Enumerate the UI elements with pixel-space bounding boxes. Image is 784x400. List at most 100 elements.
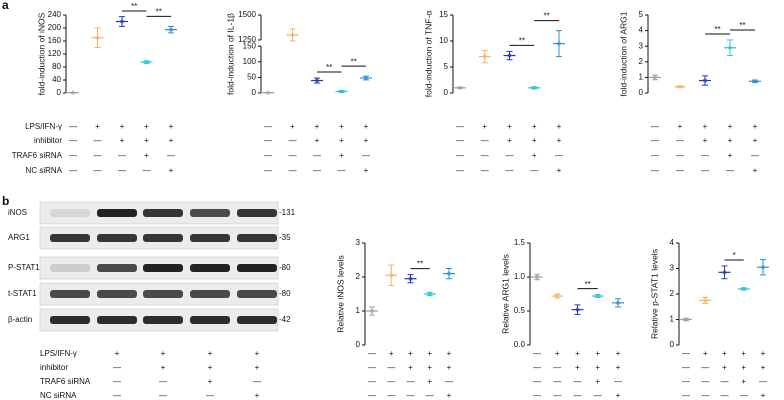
treatment-mark: + [447,363,452,372]
mean-point [653,75,657,80]
treatment-mark: + [557,136,562,145]
treatment-mark: — [555,151,563,160]
treatment-mark: + [761,391,766,400]
treatment-mark: — [533,349,541,358]
treatment-mark: + [722,363,727,372]
treatment-mark: + [753,166,758,175]
treatment-mark: — [289,151,297,160]
mean-point [557,41,561,46]
treatment-mark: + [703,349,708,358]
protein-label: iNOS [8,208,27,217]
treatment-mark: + [120,136,125,145]
sig-label: ** [326,63,332,72]
y-tick-label: 200 [48,23,62,32]
treatment-mark: — [313,166,321,175]
treatment-mark: + [339,151,344,160]
treatment-mark: + [575,363,580,372]
y-axis-label: fold-induction of iNOS [36,12,46,95]
mean-point [266,90,270,95]
treatment-mark: + [208,377,213,386]
y-tick-label: 0 [356,340,361,349]
treatment-mark: + [703,122,708,131]
y-tick-label: 3 [356,238,361,247]
mean-point [458,85,462,90]
treatment-mark: — [676,166,684,175]
treatment-mark: + [753,136,758,145]
treatment-mark: — [368,391,376,400]
mean-point [339,89,344,94]
treatment-mark: + [427,349,432,358]
treatment-mark: + [255,391,260,400]
protein-label: ARG1 [8,233,30,242]
mean-point [555,294,560,299]
treatment-mark: — [94,136,102,145]
treatment-mark: — [118,151,126,160]
treatment-mark: + [532,151,537,160]
treatment-mark: + [482,122,487,131]
mean-point [364,76,368,81]
mean-point [389,273,394,278]
y-tick-label: 1 [356,306,361,315]
y-tick-label: 4 [639,26,644,35]
mean-point [408,276,413,281]
treatment-mark: — [69,151,77,160]
mean-point [722,270,727,275]
treatment-mark: + [169,166,174,175]
treatment-mark: — [481,151,489,160]
mean-point [95,35,100,40]
treatment-mark: + [144,122,149,131]
treatment-mark: — [407,377,415,386]
blot-band [50,209,90,217]
y-axis-label: fold-induction of TNF-α [423,11,433,98]
y-tick-label: 5 [639,10,644,19]
treatment-mark: + [364,136,369,145]
treatment-mark: — [759,377,767,386]
treatment-mark: — [167,151,175,160]
mean-point [144,60,149,65]
treatment-mark: + [741,377,746,386]
treatment-mark: — [682,377,690,386]
treatment-mark: — [456,166,464,175]
blot-band [143,264,183,272]
y-axis-label: Relative iNOS levels [335,255,345,332]
treatment-mark: + [120,122,125,131]
treatment-mark: — [701,166,709,175]
treatment-mark: + [595,377,600,386]
panel-label: b [2,194,9,208]
treatment-label: TRAF6 siRNA [12,151,63,160]
y-tick-label: 2 [670,289,675,298]
kda-label: -80 [279,263,291,272]
treatment-mark: + [557,122,562,131]
treatment-mark: — [701,363,709,372]
treatment-mark: — [651,136,659,145]
kda-label: -42 [279,315,291,324]
treatment-mark: — [682,391,690,400]
treatment-mark: + [741,349,746,358]
blot-band [50,264,90,272]
treatment-mark: + [678,122,683,131]
blot-band [237,264,277,272]
y-tick-label: 120 [48,49,62,58]
mean-point [703,78,707,83]
treatment-mark: + [507,136,512,145]
treatment-mark: + [95,122,100,131]
protein-label: β-actin [8,315,32,324]
y-tick-label: 4 [670,238,675,247]
y-tick-label: 1250 [238,35,256,44]
treatment-mark: — [264,136,272,145]
treatment-mark: — [574,391,582,400]
mean-point [447,271,451,276]
treatment-mark: + [161,363,166,372]
treatment-mark: — [740,391,748,400]
treatment-label: NC siRNA [40,391,77,400]
blot-band [143,234,183,242]
blot-band [143,290,183,298]
treatment-mark: + [532,122,537,131]
mean-point [482,54,487,59]
treatment-label: inhibitor [34,136,62,145]
mean-point [753,79,757,84]
y-tick-label: 10 [439,36,448,45]
treatment-mark: + [255,349,260,358]
y-tick-label: 3 [670,264,675,273]
treatment-mark: + [161,349,166,358]
